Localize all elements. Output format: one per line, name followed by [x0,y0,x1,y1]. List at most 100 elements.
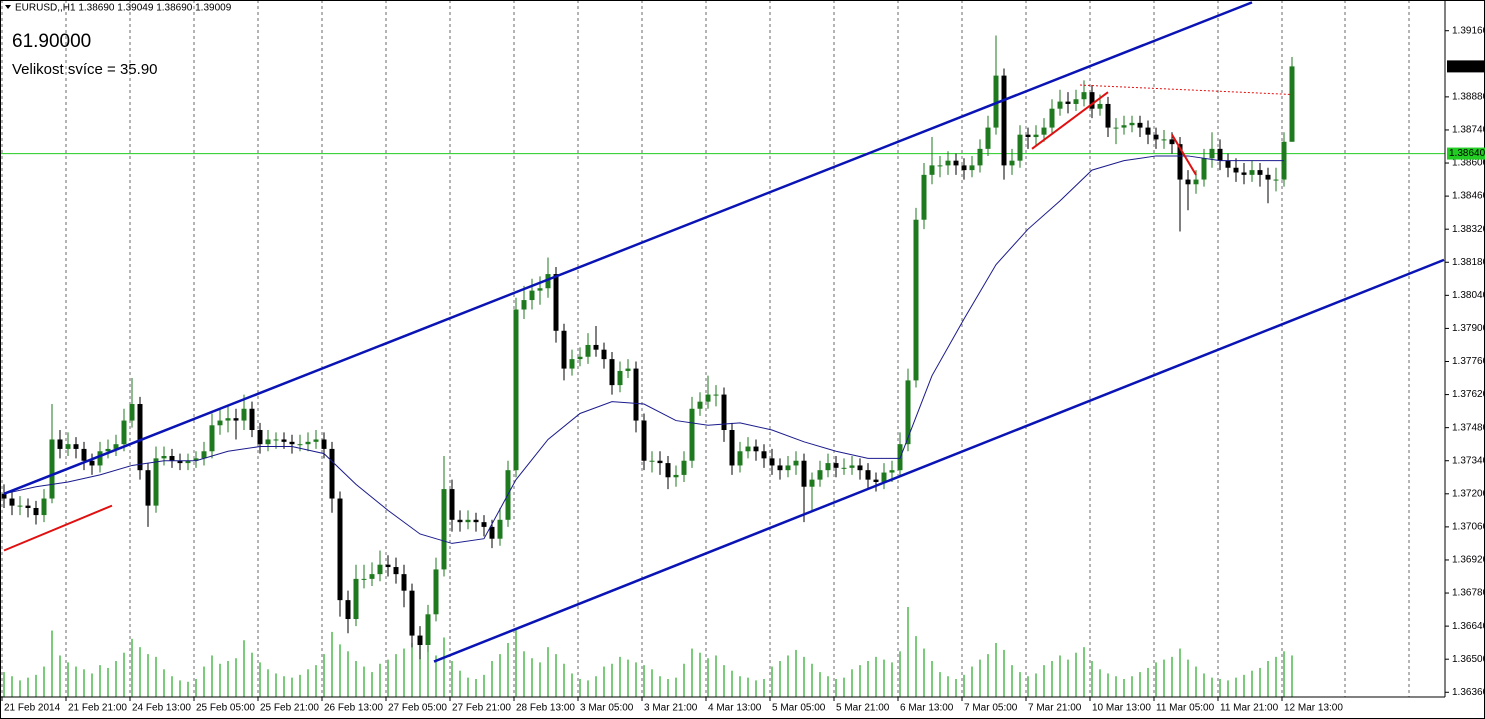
candle-body [1233,167,1239,173]
candle-body [1,493,7,499]
volume-bar [1211,677,1213,697]
x-tick-label: 7 Mar 21:00 [1028,703,1082,714]
volume-bar [1139,672,1141,697]
y-tick-label: 1.36640 [1452,621,1485,632]
candle-body [137,404,143,471]
volume-bar [803,656,805,697]
candle-body [801,460,807,487]
x-tick-label: 4 Mar 13:00 [708,703,762,714]
volume-bar [899,651,901,697]
volume-bar [107,667,109,697]
volume-bar [1259,667,1261,697]
candle-body [49,439,55,499]
candle-body [1241,172,1247,175]
volume-bar [1291,655,1293,697]
volume-bar [507,643,509,697]
volume-bar [323,654,325,697]
candle-body [673,474,679,478]
candle-body [857,465,863,471]
volume-bar [819,672,821,697]
volume-bar [555,654,557,697]
volume-bar [691,648,693,697]
volume-bar [1195,666,1197,697]
candle-body [761,451,767,459]
y-tick-label: 1.37200 [1452,488,1485,499]
volume-bar [1003,649,1005,697]
candle-body [913,219,919,381]
volume-bar [155,656,157,697]
candle-body [625,368,631,371]
candle-body [1089,92,1095,109]
candle-body [545,274,551,289]
volume-bar [1075,652,1077,697]
candle-body [17,505,23,507]
volume-bar [139,647,141,697]
candle-body [721,394,727,431]
candle-body [1001,75,1007,166]
volume-bar [475,679,477,697]
volume-bar [707,658,709,697]
candle-body [873,479,879,482]
candle-body [473,519,479,523]
volume-bar [1155,662,1157,697]
candle-body [257,430,263,445]
volume-bar [1163,659,1165,697]
volume-bar [931,661,933,697]
candle-body [1121,125,1127,128]
volume-bar [1019,672,1021,697]
candle-body [153,458,159,506]
volume-bar [1147,667,1149,697]
candle-body [377,564,383,575]
candle-body [161,456,167,459]
volume-bar [51,630,53,697]
volume-bar [299,674,301,697]
trend-line [433,258,1445,663]
volume-bar [907,607,909,697]
volume-bar [419,636,421,697]
volume-bar [235,658,237,697]
volume-bar [339,644,341,697]
candle-body [345,600,351,620]
candle-body [961,165,967,171]
candle-body [361,578,367,580]
candle-body [145,470,151,506]
volume-bar [571,673,573,697]
volume-bar [987,654,989,697]
candle-body [1113,127,1119,129]
candle-body [25,505,31,508]
candle-body [737,451,743,466]
candle-body [1065,101,1071,104]
volume-bar [547,647,549,697]
candle-body [569,359,575,369]
volume-bar [251,652,253,697]
candle-body [41,498,47,516]
volume-bar [459,670,461,697]
volume-bar [1187,659,1189,697]
x-tick-label: 27 Feb 05:00 [388,703,447,714]
candle-body [1009,160,1015,166]
volume-bar [619,656,621,697]
volume-bar [83,669,85,697]
candle-body [129,404,135,421]
candle-body [865,470,871,480]
volume-bar [379,663,381,697]
volume-bar [531,658,533,697]
candle-body [441,489,447,570]
volume-bar [723,665,725,697]
candle-body [537,288,543,291]
volume-bar [1027,676,1029,697]
volume-bar [291,677,293,697]
volume-bar [147,654,149,697]
candle-body [401,574,407,591]
candle-body [89,460,95,466]
candle-body [1265,174,1271,180]
candle-body [1193,179,1199,185]
candle-body [73,444,79,449]
candle-body [929,165,935,175]
candle-body [329,448,335,499]
candle-body [33,507,39,516]
x-tick-label: 6 Mar 13:00 [900,703,954,714]
y-tick-label: 1.36920 [1452,555,1485,566]
